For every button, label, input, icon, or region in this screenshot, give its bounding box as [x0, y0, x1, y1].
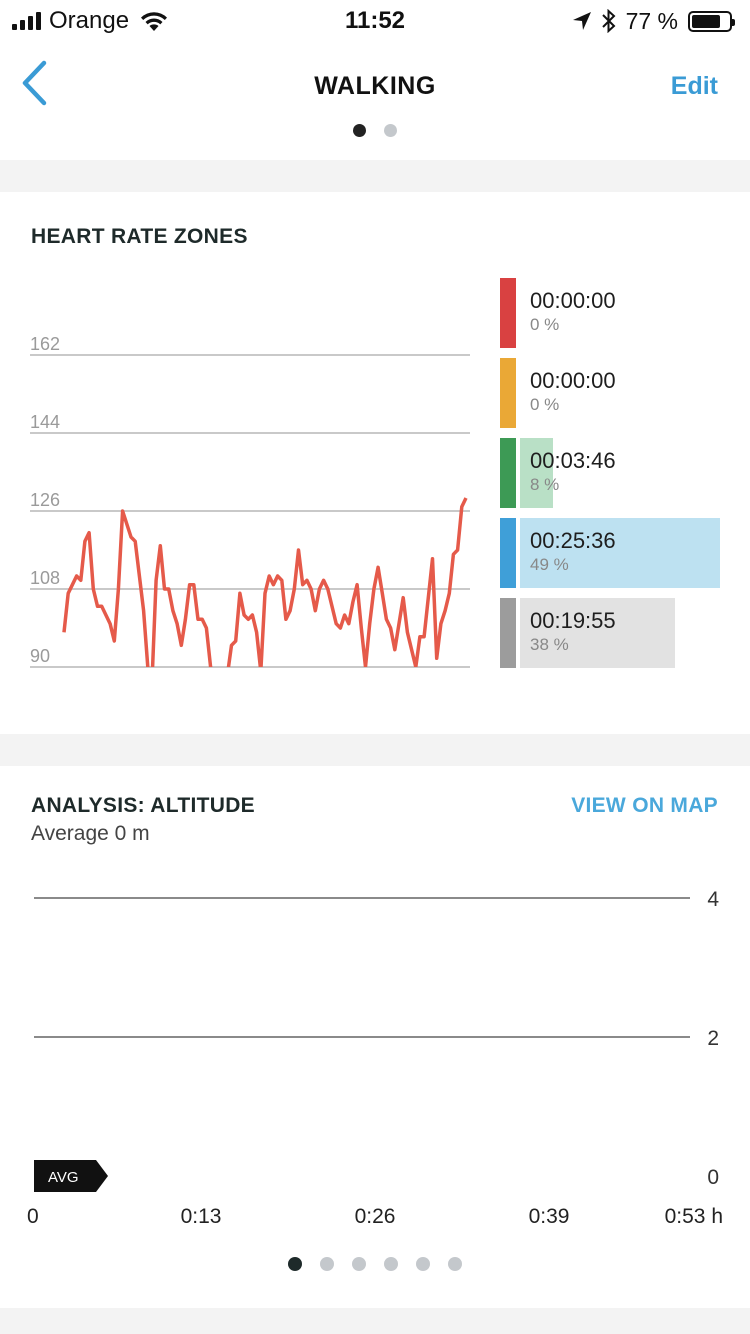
zone-percent: 8 %	[530, 475, 560, 494]
zone-color-strip	[500, 598, 516, 668]
zone-time: 00:25:36	[530, 528, 616, 553]
battery-percent: 77 %	[625, 7, 678, 34]
chevron-left-icon	[22, 60, 47, 106]
hr-tick-label: 162	[30, 334, 60, 354]
hr-tick-label: 90	[30, 646, 50, 666]
alt-x-label: 0:39	[528, 1205, 570, 1228]
alt-tick-label: 0	[707, 1166, 719, 1189]
back-button[interactable]	[14, 58, 54, 108]
zone-color-strip	[500, 278, 516, 348]
status-time: 11:52	[344, 7, 406, 34]
hr-tick-label: 126	[30, 490, 60, 510]
section-divider	[0, 160, 750, 192]
analysis-dot-2[interactable]	[320, 1257, 334, 1271]
alt-x-label: 0:13	[180, 1205, 222, 1228]
zone-time: 00:03:46	[530, 448, 616, 473]
battery-icon	[688, 10, 735, 32]
zone-time: 00:19:55	[530, 608, 616, 633]
view-on-map-link[interactable]: VIEW ON MAP	[571, 794, 718, 817]
zone-percent: 0 %	[530, 315, 560, 334]
heart-rate-title: HEART RATE ZONES	[31, 225, 248, 248]
analysis-dot-4[interactable]	[384, 1257, 398, 1271]
page-indicator-top[interactable]	[0, 124, 750, 137]
status-bar: Orange 11:52 77 %	[0, 0, 750, 40]
zone-time: 00:00:00	[530, 368, 616, 393]
carrier-name: Orange	[49, 7, 130, 34]
altitude-title: ANALYSIS: ALTITUDE	[31, 794, 255, 817]
heart-rate-chart: 162 144 126 108 90	[30, 334, 470, 668]
analysis-dot-3[interactable]	[352, 1257, 366, 1271]
bluetooth-icon	[601, 9, 616, 33]
hr-zone-4: 00:00:00 0 %	[500, 358, 730, 428]
altitude-x-axis: 0 0:13 0:26 0:39 0:53 h	[0, 1205, 750, 1233]
zone-share-bar	[520, 518, 720, 588]
hr-zone-3: 00:03:46 8 %	[500, 438, 730, 508]
hr-zone-2: 00:25:36 49 %	[500, 518, 730, 588]
location-arrow-icon	[572, 12, 591, 30]
zone-share-bar	[520, 438, 553, 508]
hr-zone-1: 00:19:55 38 %	[500, 598, 730, 668]
zone-percent: 49 %	[530, 555, 569, 574]
altitude-chart: 4 2 0 AVG	[34, 888, 719, 1192]
wifi-icon	[141, 12, 168, 31]
analysis-dot-1[interactable]	[288, 1257, 302, 1271]
analysis-dot-5[interactable]	[416, 1257, 430, 1271]
hr-tick-label: 144	[30, 412, 60, 432]
edit-button[interactable]: Edit	[670, 72, 718, 100]
status-right: 77 %	[572, 7, 735, 35]
page-dot-1[interactable]	[353, 124, 366, 137]
alt-tick-label: 2	[707, 1027, 719, 1050]
avg-marker: AVG	[34, 1160, 108, 1192]
zone-percent: 38 %	[530, 635, 569, 654]
signal-icon	[12, 12, 41, 30]
nav-bar: WALKING Edit	[0, 40, 750, 130]
page-indicator-bottom[interactable]	[0, 1257, 750, 1271]
page-title: WALKING	[314, 72, 436, 100]
section-divider	[0, 1308, 750, 1334]
zone-color-strip	[500, 518, 516, 588]
alt-x-label: 0	[27, 1205, 39, 1228]
status-left: Orange	[12, 7, 169, 35]
analysis-dot-6[interactable]	[448, 1257, 462, 1271]
zone-share-bar	[520, 598, 676, 668]
hr-tick-label: 108	[30, 568, 60, 588]
avg-label: AVG	[48, 1169, 79, 1186]
alt-x-label: 0:53 h	[664, 1205, 723, 1228]
alt-tick-label: 4	[707, 888, 719, 911]
hr-zone-5: 00:00:00 0 %	[500, 278, 730, 348]
zone-time: 00:00:00	[530, 288, 616, 313]
altitude-average: Average 0 m	[31, 822, 150, 845]
zone-color-strip	[500, 358, 516, 428]
zone-percent: 0 %	[530, 395, 560, 414]
page-dot-2[interactable]	[384, 124, 397, 137]
zone-color-strip	[500, 438, 516, 508]
battery-fill	[692, 14, 720, 28]
section-divider	[0, 734, 750, 766]
hr-line	[62, 497, 468, 667]
alt-x-label: 0:26	[354, 1205, 396, 1228]
